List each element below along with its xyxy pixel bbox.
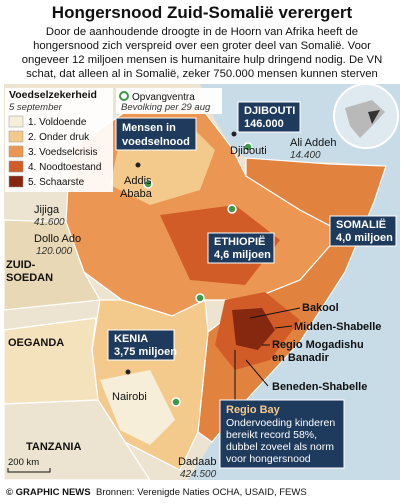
legend: Voedselzekerheid 5 september 1. Voldoend…	[5, 88, 113, 192]
bay-text: dubbel zoveel als norm	[226, 441, 334, 453]
kenya-zone	[100, 370, 175, 445]
globe-highlight	[368, 110, 380, 124]
title: Hongersnood Zuid-Somalië verergert	[52, 3, 353, 22]
country-boxes: Mensen in voedselnood DJIBOUTI 146.000 E…	[107, 101, 397, 361]
box-text: 146.000	[244, 118, 284, 130]
box-text: 3,75 miljoen	[114, 346, 177, 358]
box-text: voedselnood	[122, 136, 190, 148]
city-dot	[135, 162, 141, 168]
credit: © GRAPHIC NEWS	[6, 487, 91, 498]
globe-africa	[345, 100, 385, 138]
place-label: Addis	[124, 175, 152, 187]
region-label: Midden-Shabelle	[294, 321, 381, 333]
country-label: OEGANDA	[8, 337, 64, 349]
bay-text: Ondervoeding kinderen	[226, 417, 335, 429]
region-label: Regio Mogadishu	[272, 339, 364, 351]
camps-label: Opvangventra	[132, 92, 195, 103]
subtitle-line: hongersnood zich verspreid over een grot…	[33, 40, 371, 52]
camp-marker	[171, 397, 181, 407]
region-label: en Banadir	[272, 352, 330, 364]
place-value: 120.000	[36, 246, 73, 257]
legend-swatch	[8, 130, 24, 143]
box-text: 4,0 miljoen	[336, 232, 393, 244]
legend-label: 5. Schaarste	[28, 177, 85, 188]
place-value: 41.600	[34, 217, 65, 228]
city-dot	[231, 131, 237, 137]
box	[237, 101, 301, 133]
city-dot	[125, 369, 131, 375]
bay-text: bereikt record 58%,	[226, 429, 317, 441]
camps-legend-bg	[116, 88, 222, 114]
legend-title: Voedselzekerheid	[9, 89, 97, 101]
legend-swatch	[8, 160, 24, 173]
place-label: Ababa	[120, 188, 153, 200]
country-label: ZUID-	[6, 259, 36, 271]
box	[107, 329, 175, 361]
place-label: Ali Addeh	[290, 137, 336, 149]
box-text: 4,6 miljoen	[214, 249, 271, 261]
country-label: TANZANIA	[26, 441, 81, 453]
place-labels: Djibouti Ali Addeh 14.400 Addis Ababa Ji…	[6, 137, 381, 480]
subtitle: Door de aanhoudende droogte in de Hoorn …	[22, 26, 382, 80]
leaders	[234, 307, 301, 400]
place-value: 14.400	[290, 150, 321, 161]
scale-line	[7, 468, 51, 473]
bay-box: Regio Bay Ondervoeding kinderen bereikt …	[219, 399, 345, 469]
region-label: Beneden-Shabelle	[272, 381, 367, 393]
legend-label: 2. Onder druk	[28, 132, 90, 143]
city-dots	[125, 131, 237, 375]
bay-box-bg	[219, 399, 345, 469]
camp-symbol	[119, 91, 129, 101]
camp-marker	[243, 142, 253, 152]
legend-label: 4. Noodtoestand	[28, 162, 101, 173]
tanzania	[3, 399, 152, 481]
scale-bar: 200 km	[7, 457, 51, 473]
subtitle-line: ongeveer 12 miljoen mensen is humanitair…	[22, 54, 382, 66]
box-text: Mensen in	[122, 122, 176, 134]
box	[329, 215, 397, 247]
sea	[188, 84, 400, 480]
camp-markers	[143, 142, 253, 407]
legend-swatch	[8, 175, 24, 188]
population-label: Bevolking per 29 aug	[121, 102, 211, 113]
legend-items: 1. Voldoende 2. Onder druk 3. Voedselcrisi…	[8, 115, 101, 188]
box-text: SOMALIË	[336, 218, 386, 231]
leader	[249, 307, 301, 319]
region-label: Bakool	[302, 302, 339, 314]
legend-label: 1. Voldoende	[28, 117, 87, 128]
box-text: DJIBOUTI	[244, 105, 295, 117]
leader	[274, 325, 293, 329]
sources: Bronnen: Verenigde Naties OCHA, USAID, F…	[96, 487, 307, 498]
box	[207, 232, 275, 264]
legend-date: 5 september	[9, 102, 63, 113]
place-label: Djibouti	[230, 145, 267, 157]
subtitle-line: Door de aanhoudende droogte in de Hoorn …	[46, 26, 358, 38]
legend-swatch	[8, 115, 24, 128]
place-label: Dadaab	[178, 456, 217, 468]
bay-title: Regio Bay	[226, 404, 281, 416]
uganda	[3, 317, 99, 405]
box-text: KENIA	[114, 333, 148, 345]
box	[115, 117, 197, 151]
leader	[245, 359, 269, 387]
place-label: Nairobi	[112, 391, 147, 403]
country-label: SOEDAN	[6, 272, 53, 284]
south-sudan	[3, 219, 101, 311]
bay-text: voor hongersnood	[226, 453, 311, 465]
famine-zone	[232, 308, 275, 350]
box-text: ETHIOPIË	[214, 235, 265, 248]
place-label: Jijiga	[34, 204, 60, 216]
camp-marker	[143, 179, 153, 189]
camp-marker	[195, 293, 205, 303]
place-label: Dollo Ado	[34, 233, 81, 245]
camp-marker	[227, 204, 237, 214]
scale-label: 200 km	[8, 457, 39, 468]
place-value: 424.500	[180, 469, 217, 480]
legend-label: 3. Voedselcrisis	[28, 147, 97, 158]
camps-legend: Opvangventra Bevolking per 29 aug	[116, 88, 222, 114]
legend-swatch	[8, 145, 24, 158]
subtitle-line: schat, dat alleen al in Somalië, zeker 7…	[26, 68, 378, 80]
